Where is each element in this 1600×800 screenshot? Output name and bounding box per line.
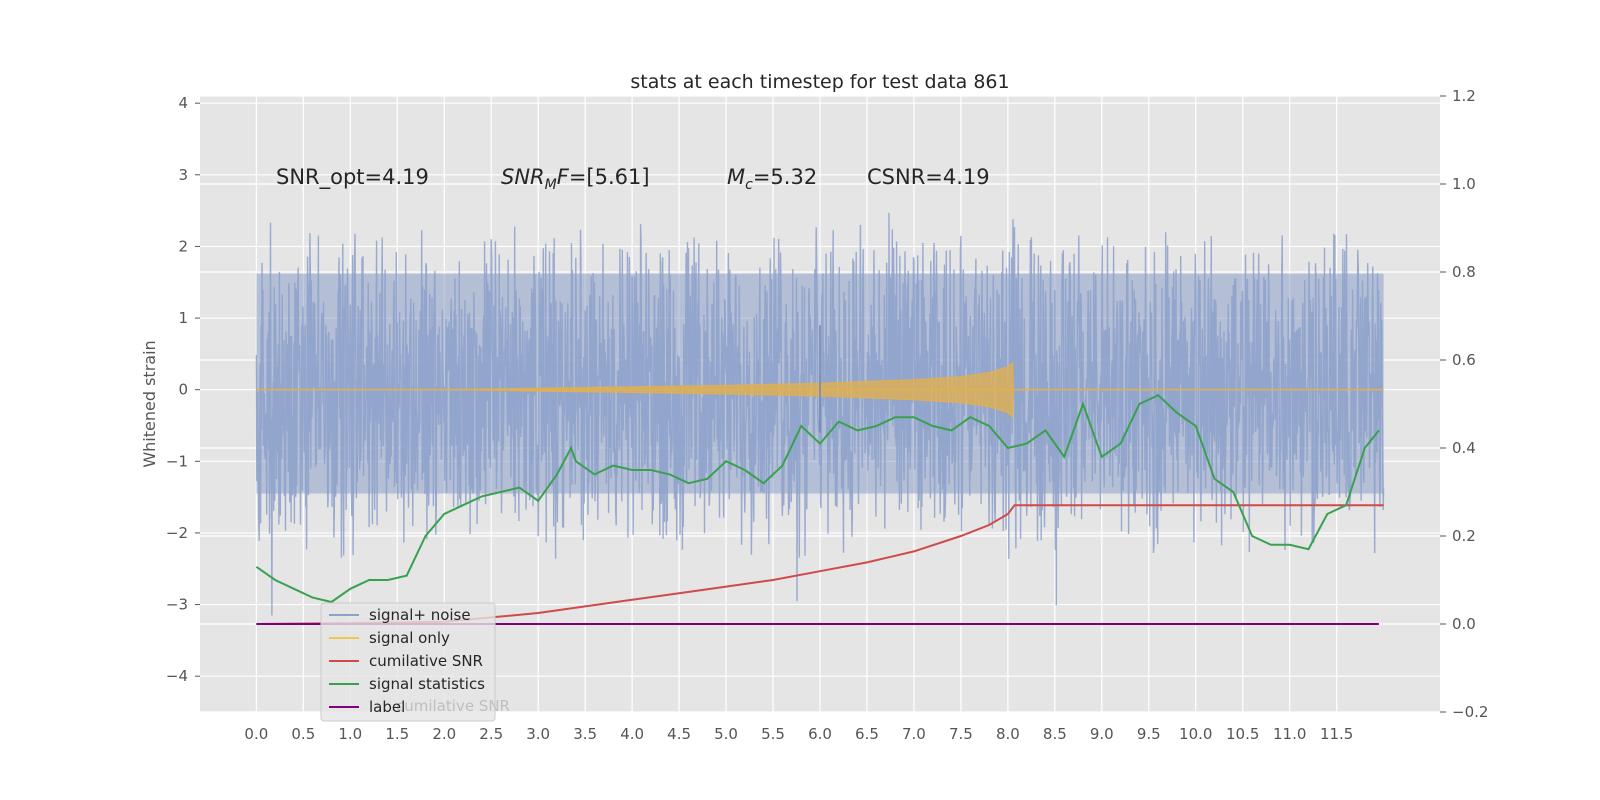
annotation-mc: Mc=5.32 [727,165,817,193]
y-tick-label: 2 [178,237,188,255]
legend-label-signal-noise: signal+ noise [369,606,471,624]
x-tick-label: 4.5 [667,725,691,743]
x-tick-label: 10.5 [1226,725,1259,743]
y-tick-label: −4 [166,667,188,685]
y2-tick-label: 1.2 [1452,87,1476,105]
legend: cumilative SNR signal+ noise signal only… [320,602,510,722]
x-tick-label: 8.5 [1043,725,1067,743]
annotations: SNR_opt=4.19 SNRMF=[5.61] Mc=5.32 CSNR=4… [276,165,990,193]
y2-tick-label: −0.2 [1452,703,1488,721]
annotation-snr-opt: SNR_opt=4.19 [276,165,429,190]
x-tick-label: 6.5 [855,725,879,743]
x-tick-label: 9.5 [1137,725,1161,743]
legend-label-label: label [369,698,405,716]
x-tick-label: 11.0 [1273,725,1306,743]
x-tick-label: 5.5 [761,725,785,743]
data-layer [255,212,1385,625]
x-tick-label: 2.0 [432,725,456,743]
series-signal-statistics [255,394,1380,604]
x-tick-label: 2.5 [479,725,503,743]
y-tick-label: −1 [166,452,188,470]
x-tick-label: 5.0 [714,725,738,743]
x-tick-label: 8.0 [996,725,1020,743]
x-tick-label: 9.0 [1090,725,1114,743]
x-tick-label: 3.5 [573,725,597,743]
chart-title: stats at each timestep for test data 861 [630,71,1009,93]
legend-label-signal-only: signal only [369,629,450,647]
y-tick-label: 0 [178,381,188,399]
legend-box [320,602,496,722]
legend-ghost-text: cumilative SNR [396,697,510,715]
x-tick-label: 0.0 [244,725,268,743]
x-tick-label: 1.5 [385,725,409,743]
x-tick-label: 6.0 [808,725,832,743]
y2-tick-label: 1.0 [1452,175,1476,193]
legend-label-cumilative-snr: cumilative SNR [369,652,483,670]
y2-tick-label: 0.2 [1452,527,1476,545]
x-tick-label: 11.5 [1320,725,1353,743]
y-axis-label: Whitened strain [140,340,159,467]
y2-tick-label: 0.0 [1452,615,1476,633]
x-tick-label: 4.0 [620,725,644,743]
x-tick-label: 1.0 [338,725,362,743]
x-tick-label: 0.5 [291,725,315,743]
x-tick-label: 7.0 [902,725,926,743]
y2-tick-label: 0.6 [1452,351,1476,369]
axis-ticks: 0.0 0.5 1.0 1.5 2.0 2.5 3.0 3.5 4.0 4.5 5.0 5.5 6.0 6… [166,87,1489,743]
legend-label-signal-statistics: signal statistics [369,675,485,693]
annotation-csnr: CSNR=4.19 [867,165,990,189]
annotation-snr-mf: SNRMF=[5.61] [501,165,650,193]
x-tick-label: 7.5 [949,725,973,743]
y-tick-label: 3 [178,166,188,184]
y2-tick-label: 0.8 [1452,263,1476,281]
y2-tick-label: 0.4 [1452,439,1476,457]
y-tick-label: 1 [178,309,188,327]
y-tick-label: 4 [178,94,188,112]
y-tick-label: −2 [166,524,188,542]
x-tick-label: 3.0 [526,725,550,743]
y-tick-label: −3 [166,596,188,614]
x-tick-label: 10.0 [1179,725,1212,743]
